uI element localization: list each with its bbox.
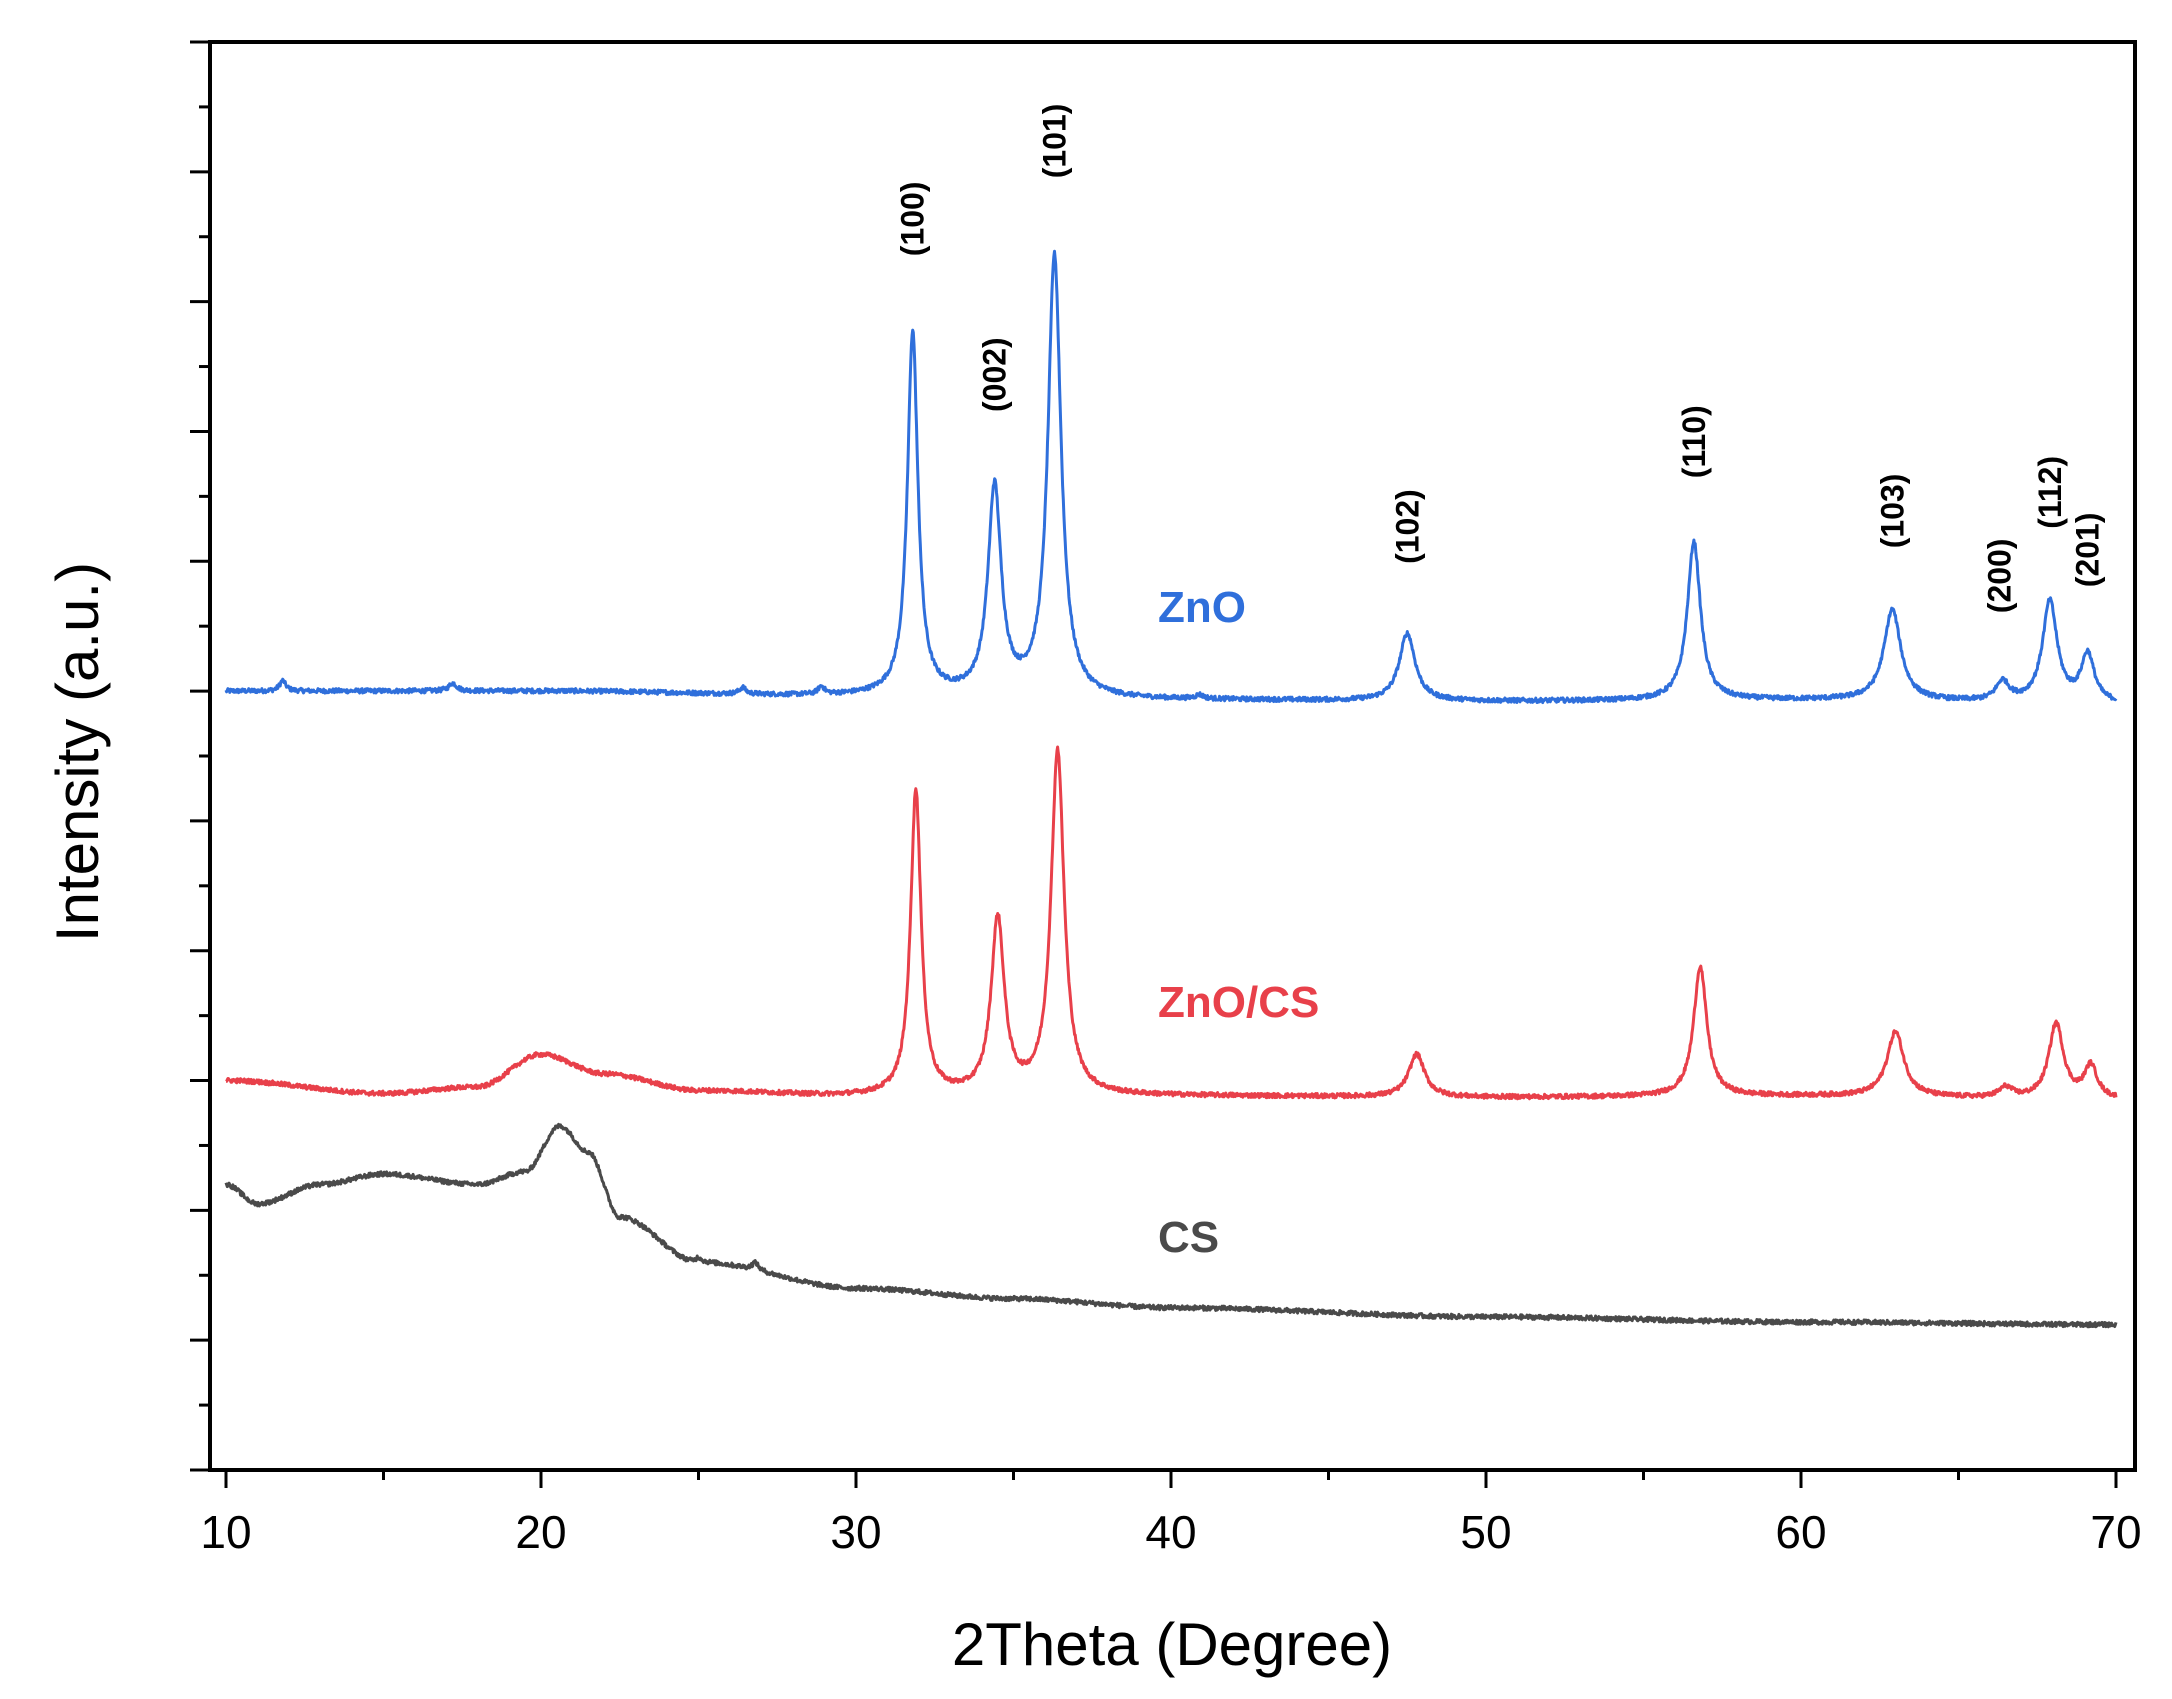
peak-annotation: (201) <box>2070 512 2106 587</box>
peak-annotation: (002) <box>977 337 1013 412</box>
peak-annotation: (110) <box>1676 405 1712 478</box>
x-axis-ticks <box>224 1470 2118 1488</box>
y-axis-ticks <box>190 40 210 1472</box>
series-line-0 <box>224 249 2118 705</box>
series-line-1 <box>225 745 2118 1101</box>
x-tick-label: 20 <box>515 1506 566 1558</box>
peak-annotation: (103) <box>1874 474 1910 549</box>
x-tick-label: 50 <box>1460 1506 1511 1558</box>
series-label-cs: CS <box>1158 1213 1219 1262</box>
x-tick-label: 60 <box>1775 1506 1826 1558</box>
x-tick-label: 30 <box>830 1506 881 1558</box>
x-tick-label: 10 <box>200 1506 251 1558</box>
x-axis-tick-labels: 10 20 30 40 50 60 70 <box>200 1506 2141 1558</box>
series-label-zno-cs: ZnO/CS <box>1158 978 1319 1027</box>
peak-annotation: (100) <box>895 181 931 256</box>
peak-annotation: (112) <box>2032 456 2068 529</box>
series-line-2 <box>224 1122 2118 1329</box>
x-tick-label: 70 <box>2090 1506 2141 1558</box>
series-label-zno: ZnO <box>1158 583 1246 632</box>
peak-annotation: (101) <box>1036 104 1072 179</box>
x-tick-label: 40 <box>1145 1506 1196 1558</box>
y-axis-title: Intensity (a.u.) <box>44 562 111 942</box>
peak-annotation: (200) <box>1981 538 2017 613</box>
peak-annotations: (100) (002) (101) (102) (110) (103) (200) (112)… <box>895 104 2106 614</box>
x-axis-title: 2Theta (Degree) <box>952 1611 1392 1678</box>
plot-traces <box>224 249 2118 1329</box>
peak-annotation: (102) <box>1389 489 1425 564</box>
